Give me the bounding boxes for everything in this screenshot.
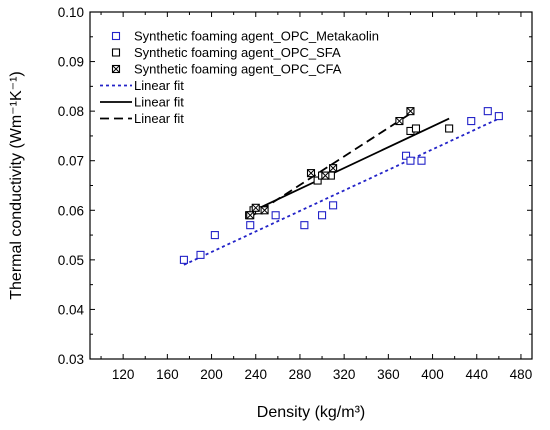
fit-line-solid — [248, 117, 450, 214]
legend-label: Synthetic foaming agent_OPC_Metakaolin — [134, 29, 379, 44]
data-point-series-1 — [417, 156, 426, 165]
data-point-series-3-cross — [329, 164, 337, 173]
x-tick-label: 360 — [377, 367, 400, 382]
data-point-series-3-cross — [251, 203, 260, 212]
legend-label: Synthetic foaming agent_OPC_CFA — [134, 62, 342, 77]
data-point-series-3-cross — [246, 211, 255, 220]
y-tick-label: 0.03 — [58, 352, 84, 367]
data-point-series-1 — [483, 107, 492, 116]
data-point-series-3-cross — [307, 169, 315, 177]
data-point-series-3-cross — [406, 107, 415, 115]
y-axis-title: Thermal conductivity (Wm⁻¹K⁻¹) — [8, 71, 25, 299]
y-tick-label: 0.07 — [58, 154, 84, 169]
data-point-series-1 — [196, 250, 205, 259]
data-point-series-1 — [317, 211, 327, 220]
data-point-series-1 — [406, 156, 415, 165]
x-tick-label: 480 — [510, 367, 533, 382]
y-tick-label: 0.06 — [58, 203, 84, 218]
data-point-series-1 — [467, 117, 476, 126]
x-axis-title: Density (kg/m³) — [257, 404, 365, 421]
y-tick-label: 0.08 — [58, 104, 84, 119]
legend-label: Linear fit — [134, 111, 184, 126]
y-tick-label: 0.04 — [58, 302, 85, 317]
data-point-series-2 — [313, 176, 322, 185]
legend-label: Linear fit — [134, 78, 184, 93]
data-point-series-3-cross — [321, 171, 330, 180]
axis-ticks: 120 160 200 240 280 320 360 400 440 480 0.03 0.04 0.… — [58, 5, 532, 382]
x-tick-label: 440 — [465, 367, 488, 382]
fit-line-dashed — [248, 112, 411, 219]
data-point-series-1 — [246, 221, 255, 230]
legend-label: Synthetic foaming agent_OPC_SFA — [134, 45, 341, 60]
data-point-series-3-cross — [395, 117, 404, 125]
x-tick-label: 200 — [200, 367, 223, 382]
data-point-series-2 — [411, 124, 421, 133]
x-tick-label: 160 — [156, 367, 179, 382]
x-tick-label: 240 — [244, 367, 267, 382]
x-tick-label: 120 — [112, 367, 135, 382]
data-point-series-1 — [300, 221, 309, 230]
data-point-series-1 — [401, 151, 411, 160]
legend-marker-series-2 — [111, 48, 121, 57]
data-point-series-1 — [179, 255, 188, 264]
legend-marker-series-3-cross — [112, 65, 120, 73]
legend-marker-series-1 — [111, 31, 121, 41]
x-tick-label: 320 — [333, 367, 356, 382]
x-tick-label: 400 — [421, 367, 444, 382]
legend-label: Linear fit — [134, 95, 184, 110]
data-point-series-1 — [494, 112, 503, 121]
data-point-series-2 — [445, 124, 454, 133]
legend: Synthetic foaming agent_OPC_MetakaolinSy… — [100, 29, 379, 126]
fit-line-dotted — [183, 117, 500, 266]
y-tick-label: 0.05 — [58, 253, 84, 268]
data-point-series-1 — [329, 201, 338, 210]
x-tick-label: 280 — [289, 367, 312, 382]
y-tick-label: 0.09 — [58, 55, 84, 70]
data-point-series-1 — [271, 211, 280, 220]
y-tick-label: 0.10 — [58, 5, 84, 20]
plot-area — [179, 107, 503, 266]
data-point-series-1 — [210, 231, 219, 240]
data-point-series-3-cross — [260, 206, 269, 215]
